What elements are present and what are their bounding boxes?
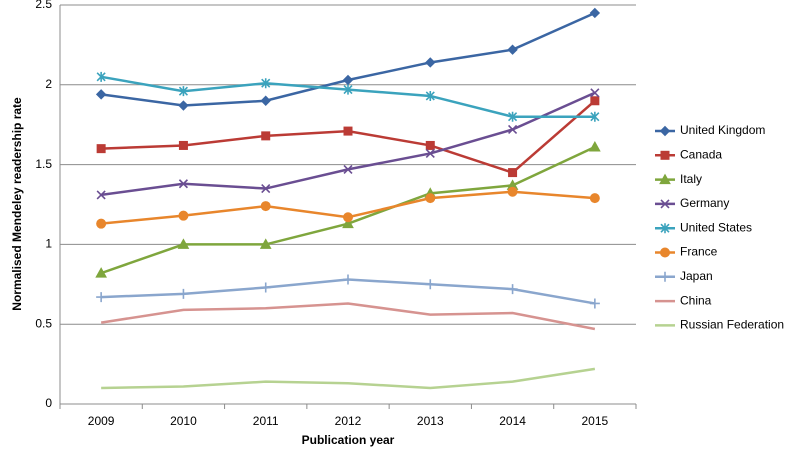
data-point xyxy=(425,193,436,204)
data-point xyxy=(178,179,188,189)
y-tick-label: 2 xyxy=(45,77,52,91)
y-axis-title: Normalised Mendeley readership rate xyxy=(10,97,24,311)
data-point xyxy=(507,284,518,295)
data-point xyxy=(96,71,106,82)
series-line xyxy=(100,91,596,197)
legend-marker xyxy=(660,223,670,234)
legend-marker xyxy=(660,150,670,160)
data-point xyxy=(96,218,107,229)
data-point xyxy=(508,111,518,122)
data-point xyxy=(178,288,189,299)
data-point xyxy=(590,111,600,122)
data-point xyxy=(589,298,600,309)
legend-label: China xyxy=(680,293,712,307)
data-point xyxy=(95,89,107,100)
data-point xyxy=(590,88,600,98)
data-point xyxy=(425,140,435,150)
y-tick-label: 1.5 xyxy=(35,157,52,171)
legend-label: United States xyxy=(680,220,752,234)
data-point xyxy=(425,90,435,101)
data-point xyxy=(178,100,189,111)
series-line xyxy=(101,99,596,174)
data-point xyxy=(343,126,353,136)
data-point xyxy=(343,164,353,174)
legend-marker xyxy=(660,271,670,282)
y-tick-label: 2.5 xyxy=(35,0,52,11)
data-point xyxy=(259,238,272,249)
x-tick-label: 2009 xyxy=(88,414,115,428)
y-tick-label: 1 xyxy=(45,237,52,251)
data-point xyxy=(425,57,436,68)
legend-marker xyxy=(660,199,670,209)
series-line xyxy=(101,367,596,390)
legend-label: Italy xyxy=(680,172,702,186)
data-point xyxy=(425,148,435,158)
data-point xyxy=(96,144,106,154)
data-point xyxy=(95,267,107,278)
data-point xyxy=(425,279,436,290)
data-point xyxy=(343,212,353,223)
legend-marker xyxy=(659,173,671,185)
x-tick-label: 2011 xyxy=(253,414,279,428)
legend-label: Russian Federation xyxy=(680,318,784,332)
data-point xyxy=(260,95,271,106)
data-point xyxy=(589,193,600,204)
legend-label: Japan xyxy=(680,269,713,283)
data-point xyxy=(589,141,601,152)
series-line xyxy=(100,302,596,331)
data-point xyxy=(96,292,107,303)
x-tick-label: 2015 xyxy=(582,414,609,428)
data-point xyxy=(178,210,189,221)
data-point xyxy=(260,201,271,212)
legend-label: United Kingdom xyxy=(680,123,765,137)
y-tick-label: 0 xyxy=(45,396,52,410)
data-point xyxy=(343,84,353,95)
x-tick-label: 2013 xyxy=(417,414,444,428)
data-point xyxy=(261,183,271,194)
x-tick-label: 2014 xyxy=(499,414,526,428)
data-point xyxy=(260,282,271,293)
legend-marker xyxy=(659,125,671,137)
legend-marker xyxy=(660,247,670,258)
data-point xyxy=(589,7,601,19)
y-tick-label: 0.5 xyxy=(35,316,52,330)
data-point xyxy=(343,274,353,285)
legend-label: Germany xyxy=(680,196,729,210)
legend-label: Canada xyxy=(680,147,722,161)
data-point xyxy=(178,86,188,97)
legend-label: France xyxy=(680,245,718,259)
data-point xyxy=(507,44,518,55)
data-point xyxy=(508,124,518,135)
data-point xyxy=(590,96,600,106)
data-point xyxy=(261,131,271,141)
data-point xyxy=(507,186,518,197)
data-point xyxy=(177,238,190,249)
data-point xyxy=(508,168,518,178)
x-tick-label: 2010 xyxy=(170,414,197,428)
data-point xyxy=(178,140,188,150)
data-point xyxy=(342,217,354,229)
x-axis-title: Publication year xyxy=(302,433,395,447)
x-tick-label: 2012 xyxy=(335,414,362,428)
data-point xyxy=(96,190,106,200)
data-point xyxy=(261,78,271,89)
data-point xyxy=(342,74,354,86)
